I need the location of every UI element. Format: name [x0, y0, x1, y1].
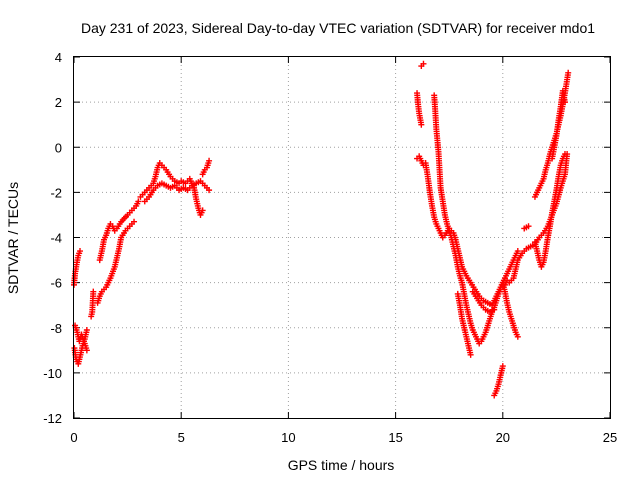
y-tick-label: -6	[50, 276, 62, 291]
x-tick-label: 15	[388, 430, 402, 445]
data-point	[420, 60, 427, 67]
y-tick-label: -10	[43, 366, 62, 381]
data-point	[525, 223, 532, 230]
data-point	[131, 218, 138, 225]
data-point	[514, 248, 521, 255]
y-tick-label: 2	[55, 95, 62, 110]
x-tick-label: 20	[496, 430, 510, 445]
data-point	[83, 327, 90, 334]
x-axis-label: GPS time / hours	[288, 457, 395, 473]
data-point	[467, 351, 474, 358]
grid-layer	[74, 57, 610, 418]
y-tick-label: -2	[50, 185, 62, 200]
points-layer	[71, 60, 572, 399]
data-point	[565, 69, 572, 76]
data-point	[206, 157, 213, 164]
y-tick-label: -4	[50, 231, 62, 246]
data-point	[90, 288, 97, 295]
plot-frame	[73, 56, 611, 419]
data-point	[499, 363, 506, 370]
x-tick-label: 0	[70, 430, 77, 445]
data-point	[418, 121, 425, 128]
y-tick-label: 0	[55, 140, 62, 155]
data-point	[83, 347, 90, 354]
y-tick-label: -8	[50, 321, 62, 336]
x-tick-label: 5	[178, 430, 185, 445]
chart-title: Day 231 of 2023, Sidereal Day-to-day VTE…	[81, 20, 595, 36]
y-tick-label: 4	[55, 50, 62, 65]
data-point	[199, 207, 206, 214]
data-point	[135, 198, 142, 205]
x-tick-label: 25	[603, 430, 617, 445]
data-point	[561, 151, 568, 158]
data-point	[491, 306, 498, 313]
data-point	[561, 99, 568, 106]
data-point	[514, 333, 521, 340]
y-tick-label: -12	[43, 411, 62, 426]
y-axis-label: SDTVAR / TECUs	[5, 182, 21, 294]
x-tick-label: 10	[281, 430, 295, 445]
data-point	[77, 248, 84, 255]
data-point	[206, 187, 213, 194]
